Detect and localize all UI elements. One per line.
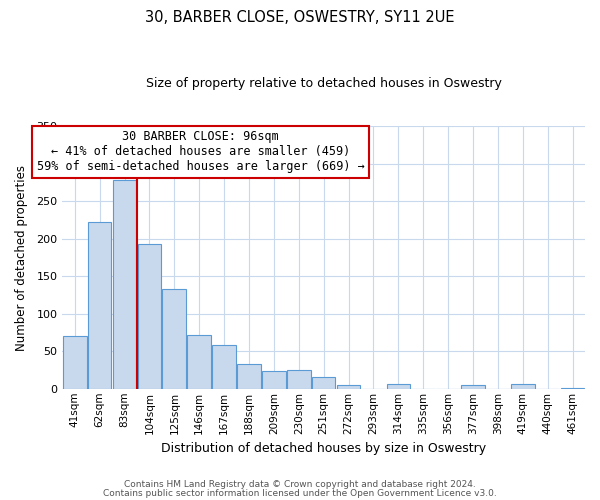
Text: Contains public sector information licensed under the Open Government Licence v3: Contains public sector information licen… [103, 488, 497, 498]
Bar [137, 244, 161, 389]
Bar [287, 370, 311, 389]
Bar [561, 388, 584, 389]
Y-axis label: Number of detached properties: Number of detached properties [15, 164, 28, 350]
Bar [163, 289, 186, 389]
Bar [187, 335, 211, 389]
Bar [337, 385, 361, 389]
Bar [63, 336, 86, 389]
Bar [237, 364, 261, 389]
Title: Size of property relative to detached houses in Oswestry: Size of property relative to detached ho… [146, 78, 502, 90]
Bar [212, 346, 236, 389]
Bar [88, 222, 112, 389]
X-axis label: Distribution of detached houses by size in Oswestry: Distribution of detached houses by size … [161, 442, 486, 455]
Bar [511, 384, 535, 389]
Text: Contains HM Land Registry data © Crown copyright and database right 2024.: Contains HM Land Registry data © Crown c… [124, 480, 476, 489]
Bar [262, 371, 286, 389]
Text: 30 BARBER CLOSE: 96sqm
← 41% of detached houses are smaller (459)
59% of semi-de: 30 BARBER CLOSE: 96sqm ← 41% of detached… [37, 130, 365, 174]
Bar [461, 385, 485, 389]
Bar [113, 180, 136, 389]
Bar [312, 377, 335, 389]
Bar [386, 384, 410, 389]
Text: 30, BARBER CLOSE, OSWESTRY, SY11 2UE: 30, BARBER CLOSE, OSWESTRY, SY11 2UE [145, 10, 455, 25]
